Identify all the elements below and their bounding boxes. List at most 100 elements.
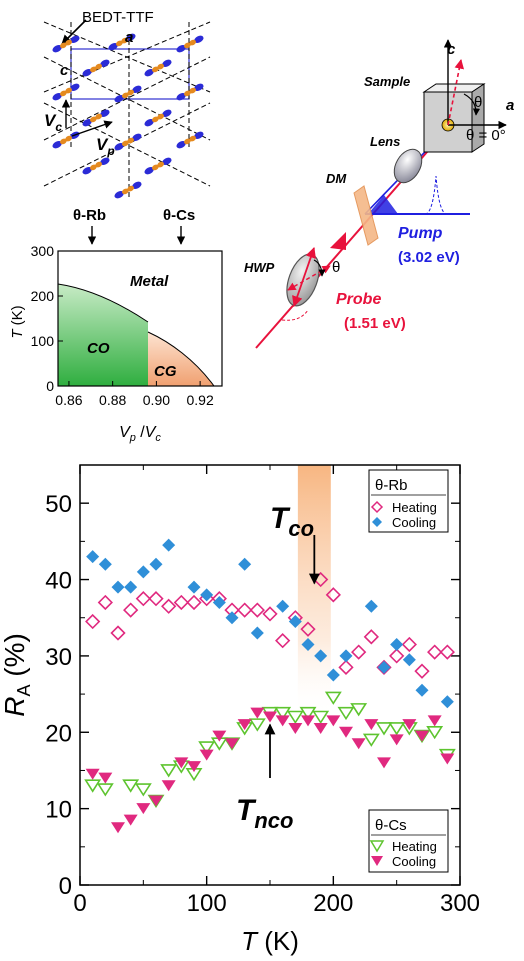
probe-pulse-shape — [281, 309, 309, 321]
vc-label: Vc — [44, 111, 62, 134]
chart-xtick-label: 300 — [440, 890, 480, 917]
data-point-theta-cs-heating — [122, 779, 140, 793]
hwp-label: HWP — [244, 260, 275, 275]
data-point-theta-rb-heating — [414, 663, 430, 679]
marker-rb-label: θ-Rb — [73, 207, 106, 224]
lens-label: Lens — [370, 134, 400, 149]
phase-xtick-label: 0.90 — [143, 392, 170, 408]
data-point-theta-cs-cooling — [313, 722, 328, 734]
chart-xtick-label: 200 — [313, 890, 353, 917]
data-point-theta-cs-heating — [84, 779, 102, 793]
data-point-theta-rb-cooling — [326, 668, 340, 682]
legend-rb-heating: Heating — [392, 500, 437, 515]
data-point-theta-cs-cooling — [237, 719, 252, 731]
data-point-theta-rb-heating — [389, 648, 405, 664]
data-point-theta-cs-cooling — [199, 749, 214, 761]
legend-rb-cooling: Cooling — [392, 515, 436, 530]
probe-label: Probe — [336, 291, 381, 308]
tnco-label: Tnco — [236, 794, 293, 833]
marker-cs-label: θ-Cs — [163, 207, 195, 224]
data-point-theta-rb-heating — [262, 606, 278, 622]
data-point-theta-cs-cooling — [212, 730, 227, 742]
bedt-ttf-arrow — [61, 19, 87, 45]
data-point-theta-cs-cooling — [275, 715, 290, 727]
data-point-theta-cs-heating — [274, 706, 292, 721]
data-point-theta-cs-heating — [198, 741, 216, 755]
data-point-theta-rb-cooling — [187, 580, 201, 594]
phase-ylabel: T (K) — [9, 305, 26, 338]
data-point-theta-rb-cooling — [377, 660, 391, 674]
data-point-theta-cs-heating — [350, 703, 368, 717]
phase-xtick-label: 0.88 — [99, 392, 126, 408]
data-point-theta-cs-cooling — [174, 757, 189, 769]
chart-ytick-label: 10 — [45, 797, 72, 824]
co-boundary — [57, 283, 149, 323]
data-point-theta-cs-cooling — [326, 715, 341, 727]
data-point-theta-cs-heating — [96, 783, 114, 797]
data-point-theta-rb-heating — [135, 591, 151, 607]
data-point-theta-rb-cooling — [364, 599, 378, 613]
data-point-theta-cs-cooling — [136, 803, 151, 815]
data-point-theta-rb-cooling — [440, 695, 454, 709]
data-point-theta-rb-cooling — [288, 615, 302, 629]
co-region — [58, 284, 148, 386]
sample-side — [471, 83, 485, 153]
setup-axis-c: c — [447, 41, 456, 58]
phase-ytick-label: 200 — [31, 288, 55, 304]
data-point-theta-rb-cooling — [238, 557, 252, 571]
molecule — [176, 83, 204, 101]
optical-setup: c a θ θ = 0° Sample Lens DM θ HWP Pump (… — [244, 39, 514, 349]
data-point-theta-rb-heating — [249, 602, 265, 618]
data-point-theta-rb-cooling — [111, 580, 125, 594]
data-point-theta-rb-cooling — [212, 595, 226, 609]
data-point-theta-cs-cooling — [149, 795, 163, 807]
data-point-theta-cs-cooling — [415, 730, 429, 742]
data-point-theta-rb-heating — [427, 644, 443, 660]
data-point-theta-cs-cooling — [351, 738, 366, 750]
legend-rb-box — [368, 469, 449, 533]
pump-label: Pump — [398, 225, 443, 242]
molecule — [52, 35, 80, 53]
region-metal-label: Metal — [130, 273, 169, 290]
phase-ytick-label: 300 — [31, 243, 55, 259]
data-point-theta-cs-heating — [388, 722, 406, 736]
data-point-theta-cs-heating — [286, 710, 304, 724]
data-point-theta-rb-heating — [161, 598, 177, 614]
legend-rb-cooling-marker — [372, 517, 382, 527]
data-point-theta-rb-cooling — [415, 683, 429, 697]
cg-boundary — [147, 331, 215, 387]
molecule — [144, 157, 172, 175]
pump-pulse-shape — [424, 175, 448, 215]
hwp-polarization-dashed — [287, 265, 331, 291]
probe-pulse — [330, 232, 346, 250]
data-point-theta-cs-heating — [134, 783, 152, 797]
data-point-theta-cs-cooling — [85, 768, 100, 780]
chart-ytick-label: 0 — [59, 873, 72, 900]
data-point-theta-rb-cooling — [250, 626, 264, 640]
data-point-theta-rb-cooling — [98, 557, 112, 571]
theta-arc — [463, 93, 481, 116]
legend-cs-title: θ-Cs — [375, 817, 407, 834]
phase-ytick-label: 100 — [31, 333, 55, 349]
molecule — [114, 133, 142, 151]
data-point-theta-rb-cooling — [314, 649, 328, 663]
data-point-theta-rb-heating — [401, 636, 417, 653]
setup-theta-zero: θ = 0° — [466, 127, 506, 144]
data-point-theta-cs-heating — [362, 733, 380, 747]
data-point-theta-rb-heating — [110, 625, 126, 641]
chart-xlabel: T (K) — [241, 926, 299, 956]
chart-ylabel: RA (%) — [0, 633, 34, 717]
data-point-theta-rb-heating — [85, 613, 101, 630]
chart-xtick-label: 0 — [73, 890, 86, 917]
data-point-theta-cs-cooling — [288, 722, 303, 734]
phase-xtick-label: 0.86 — [55, 392, 82, 408]
data-point-theta-cs-cooling — [440, 753, 455, 765]
data-point-theta-cs-cooling — [301, 715, 315, 727]
tco-band — [297, 465, 331, 717]
data-point-theta-rb-cooling — [162, 538, 176, 552]
data-point-theta-cs-cooling — [427, 715, 442, 727]
phase-diagram: θ-Rb θ-Cs 0 100 200 300 0.86 0.88 0.90 0.92 Met… — [9, 207, 223, 444]
setup-theta: θ — [474, 94, 482, 111]
crystal-structure: BEDT-TTF a c Vc Vp — [43, 9, 211, 200]
hwp-theta: θ — [332, 259, 340, 276]
